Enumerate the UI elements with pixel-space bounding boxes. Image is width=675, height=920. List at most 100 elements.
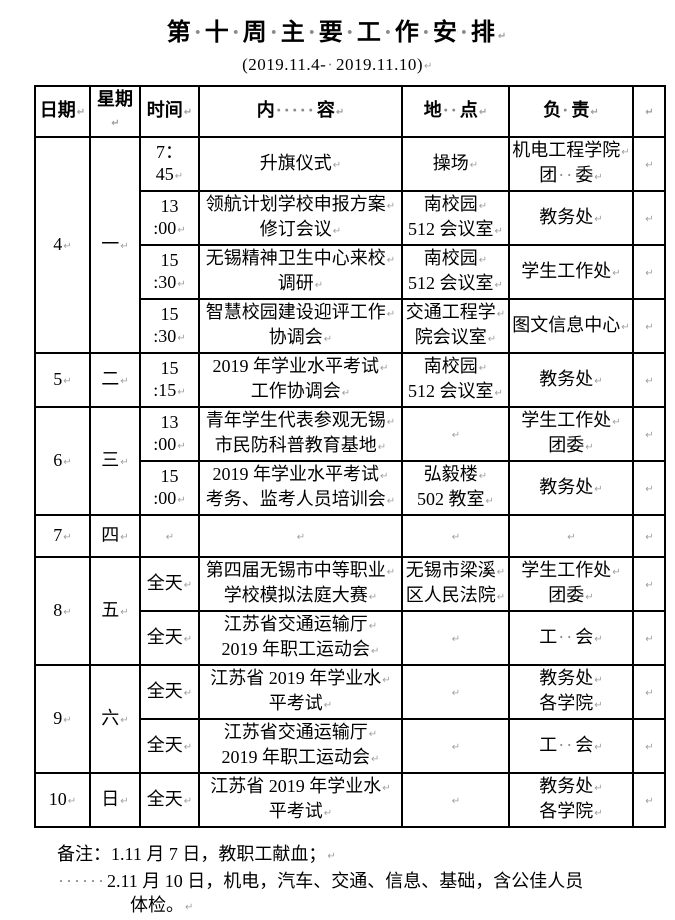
space-dots: ·· [558, 165, 575, 185]
responsible-cell: 教务处↵ 各学院↵ [508, 772, 634, 828]
content-cell: 2019 年学业水平考试↵ 工作协调会↵ [198, 352, 403, 408]
space-dots: · [562, 100, 571, 120]
paragraph-mark-icon: ↵ [594, 483, 603, 495]
schedule-table: 日期↵ 星期↵ 时间↵ 内·····容↵ 地··点↵ 负·责↵ ↵ 4↵ 一↵ 7：… [34, 85, 666, 828]
paragraph-mark-icon: ↵ [451, 531, 461, 543]
paragraph-mark-icon: ↵ [494, 226, 503, 237]
paragraph-mark-icon: ↵ [645, 267, 654, 279]
content-cell: 江苏省交通运输厅↵ 2019 年职工运动会↵ [198, 610, 403, 666]
paragraph-mark-icon: ↵ [371, 646, 380, 657]
paragraph-mark-icon: ↵ [177, 386, 186, 398]
paragraph-mark-icon: ↵ [451, 741, 461, 753]
content-cell: 江苏省 2019 年学业水↵ 平考试↵ [198, 664, 403, 720]
time-cell: 全天↵ [139, 772, 200, 828]
space-dots: ·· [558, 734, 575, 755]
responsible-cell: 学生工作处↵ 团委↵ [508, 406, 634, 462]
paragraph-mark-icon: ↵ [120, 606, 129, 618]
row-end-mark: ↵ [632, 85, 666, 138]
date-cell: 9↵ [34, 664, 91, 774]
paragraph-mark-icon: ↵ [183, 741, 193, 753]
paragraph-mark-icon: ↵ [585, 592, 594, 603]
location-cell: 南校园↵ 512 会议室↵ [401, 190, 510, 246]
paragraph-mark-icon: ↵ [111, 118, 120, 129]
col-header-time: 时间↵ [139, 85, 200, 138]
table-row: 15 :00↵ 2019 年学业水平考试↵ 考务、监考人员培训会↵ 弘毅楼↵ 502 教… [35, 460, 666, 516]
space-dots: · [345, 20, 356, 46]
header-row: 日期↵ 星期↵ 时间↵ 内·····容↵ 地··点↵ 负·责↵ ↵ [34, 85, 666, 138]
paragraph-mark-icon: ↵ [645, 633, 654, 645]
date-cell: 6↵ [34, 406, 91, 516]
location-cell: ↵ [401, 406, 510, 462]
paragraph-mark-icon: ↵ [382, 783, 391, 794]
paragraph-mark-icon: ↵ [120, 375, 129, 387]
location-cell: 南校园↵ 512 会议室↵ [401, 244, 510, 300]
content-cell: ↵ [198, 514, 403, 558]
paragraph-mark-icon: ↵ [451, 687, 461, 699]
space-dots: ······ [58, 871, 106, 891]
paragraph-mark-icon: ↵ [590, 107, 599, 118]
paragraph-mark-icon: ↵ [120, 714, 129, 726]
paragraph-mark-icon: ↵ [645, 429, 654, 441]
paragraph-mark-icon: ↵ [594, 783, 603, 794]
responsible-cell: 学生工作处↵ [508, 244, 634, 300]
paragraph-mark-icon: ↵ [296, 531, 306, 543]
paragraph-mark-icon: ↵ [382, 675, 391, 686]
paragraph-mark-icon: ↵ [63, 240, 72, 252]
paragraph-mark-icon: ↵ [594, 675, 603, 686]
table-row: 8↵ 五↵ 全天↵ 第四届无锡市中等职业↵ 学校模拟法庭大赛↵ 无锡市梁溪↵ 区人民法院↵ 学… [34, 556, 666, 666]
paragraph-mark-icon: ↵ [496, 567, 506, 578]
paragraph-mark-icon: ↵ [585, 442, 594, 453]
date-cell: 7↵ [34, 514, 91, 558]
table-row: 7↵ 四↵ ↵ ↵ ↵ ↵ ↵ [34, 514, 666, 558]
responsible-cell: 教务处↵ [508, 460, 634, 516]
responsible-cell: 教务处↵ 各学院↵ [508, 664, 634, 720]
location-cell: ↵ [401, 664, 510, 720]
paragraph-mark-icon: ↵ [645, 687, 654, 699]
col-header-location: 地··点↵ [401, 85, 510, 138]
time-cell: 全天↵ [139, 664, 200, 720]
paragraph-mark-icon: ↵ [63, 375, 72, 387]
content-cell: 青年学生代表参观无锡↵ 市民防科普教育基地↵ [198, 406, 403, 462]
responsible-cell: 教务处↵ [508, 352, 634, 408]
row-end-mark: ↵ [632, 718, 666, 774]
paragraph-mark-icon: ↵ [494, 280, 503, 291]
paragraph-mark-icon: ↵ [594, 633, 603, 645]
paragraph-mark-icon: ↵ [386, 417, 396, 428]
content-cell: 领航计划学校申报方案↵ 修订会议↵ [198, 190, 403, 246]
paragraph-mark-icon: ↵ [386, 255, 396, 266]
row-end-mark: ↵ [632, 610, 666, 666]
paragraph-mark-icon: ↵ [645, 107, 654, 118]
location-cell: ↵ [401, 610, 510, 666]
table-row: 5↵ 二↵ 15 :15↵ 2019 年学业水平考试↵ 工作协调会↵ 南校园↵ 512 会议… [34, 352, 666, 408]
paragraph-mark-icon: ↵ [323, 700, 333, 711]
paragraph-mark-icon: ↵ [645, 375, 654, 387]
paragraph-mark-icon: ↵ [478, 255, 488, 266]
paragraph-mark-icon: ↵ [63, 456, 72, 468]
paragraph-mark-icon: ↵ [478, 363, 488, 374]
paragraph-mark-icon: ↵ [567, 531, 576, 543]
paragraph-mark-icon: ↵ [621, 321, 630, 333]
paragraph-mark-icon: ↵ [120, 240, 129, 252]
date-cell: 8↵ [34, 556, 91, 666]
page-title: 第·十·周·主·要·工·作·安·排↵ [166, 20, 509, 46]
date-cell: 10↵ [34, 772, 91, 828]
paragraph-mark-icon: ↵ [451, 633, 461, 645]
table-row: 15 :30↵ 无锡精神卫生中心来校↵ 调研↵ 南校园↵ 512 会议室↵ 学生工作处↵ ↵ [35, 244, 666, 300]
responsible-cell: ↵ [508, 514, 634, 558]
paragraph-mark-icon: ↵ [371, 754, 380, 765]
time-cell: ↵ [139, 514, 200, 558]
paragraph-mark-icon: ↵ [63, 531, 72, 543]
paragraph-mark-icon: ↵ [368, 621, 378, 632]
paragraph-mark-icon: ↵ [177, 224, 186, 236]
row-end-mark: ↵ [632, 406, 666, 462]
responsible-cell: 工··会↵ [508, 610, 634, 666]
row-end-mark: ↵ [632, 514, 666, 558]
paragraph-mark-icon: ↵ [314, 280, 324, 291]
paragraph-mark-icon: ↵ [177, 278, 186, 290]
location-cell: 弘毅楼↵ 502 教室↵ [401, 460, 510, 516]
paragraph-mark-icon: ↵ [368, 729, 378, 740]
table-row: 13 :00↵ 领航计划学校申报方案↵ 修订会议↵ 南校园↵ 512 会议室↵ 教务处↵ ↵ [35, 190, 666, 246]
time-cell: 全天↵ [139, 718, 200, 774]
table-row: 4↵ 一↵ 7：45↵ 升旗仪式↵ 操场↵ 机电工程学院↵ 团··委↵ ↵ [34, 136, 666, 354]
paragraph-mark-icon: ↵ [386, 567, 396, 578]
